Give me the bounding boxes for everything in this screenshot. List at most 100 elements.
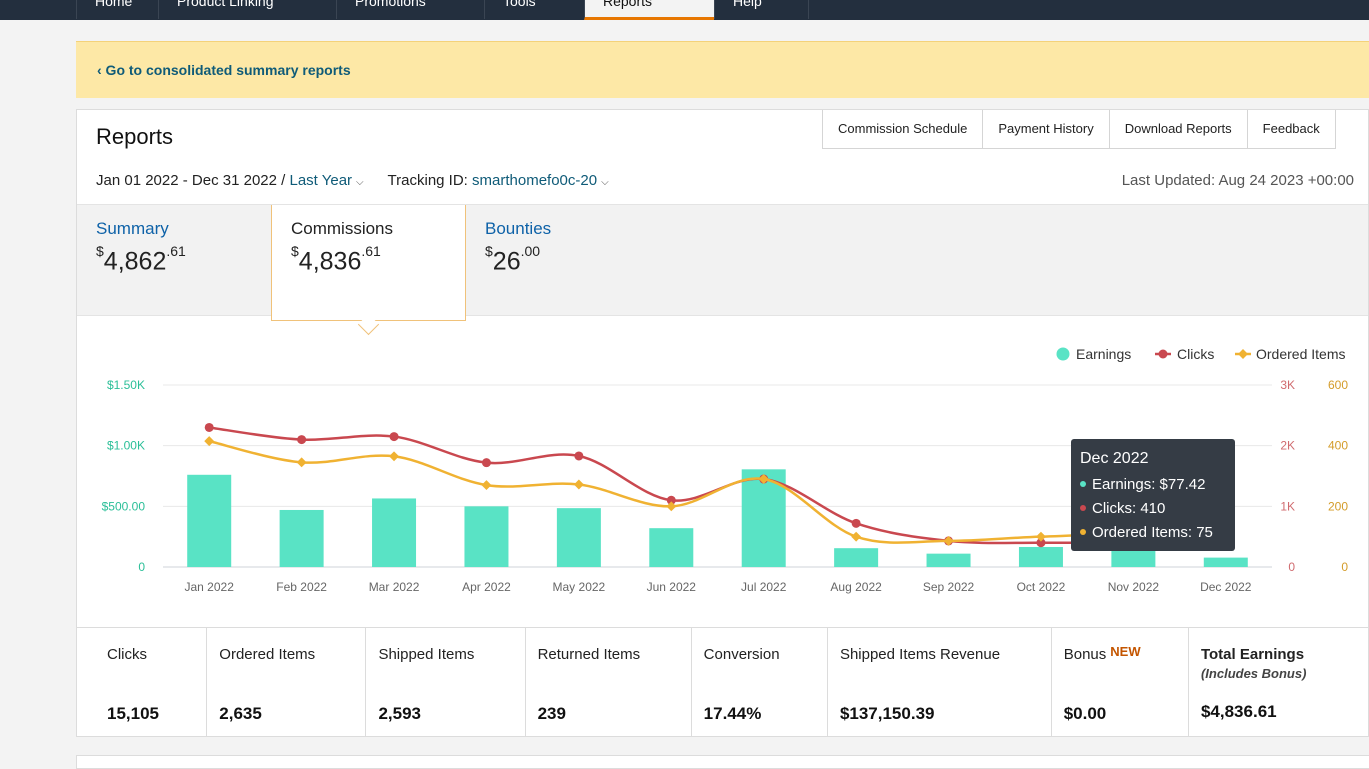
next-card <box>76 755 1369 769</box>
clicks-point <box>297 435 307 445</box>
ordered-items-point <box>296 457 307 468</box>
earnings-bar <box>834 548 879 567</box>
legend-ordered-marker <box>1238 349 1248 359</box>
stat-conversion: Conversion 17.44% <box>692 628 828 737</box>
payment-history-button[interactable]: Payment History <box>983 110 1110 148</box>
earnings-bar <box>926 553 971 567</box>
clicks-point <box>851 518 861 528</box>
ordered-items-point <box>758 474 769 484</box>
tab-summary-label: Summary <box>96 219 169 238</box>
tooltip-earnings: Earnings: $77.42 <box>1080 473 1235 497</box>
stat-returned-items: Returned Items 239 <box>526 628 692 737</box>
stat-label: Conversion <box>703 646 780 663</box>
stat-label: Shipped Items Revenue <box>839 646 1001 663</box>
clicks-point <box>481 458 491 468</box>
commission-schedule-button[interactable]: Commission Schedule <box>823 110 984 148</box>
x-axis-label: Sep 2022 <box>923 580 975 594</box>
tooltip-ordered-items: Ordered Items: 75 <box>1080 521 1235 545</box>
stat-total-earnings: Total Earnings (Includes Bonus) $4,836.6… <box>1189 628 1368 737</box>
ordered-items-point <box>481 480 492 491</box>
legend-earnings: Earnings <box>1076 346 1131 362</box>
stat-label: Shipped Items <box>378 646 475 663</box>
nav-tab-promotions[interactable]: Promotions <box>336 0 484 19</box>
download-reports-button[interactable]: Download Reports <box>1110 110 1248 148</box>
summary-tabs: Summary $4,862.61 Commissions $4,836.61 … <box>77 204 1368 321</box>
left-axis-tick: $1.50K <box>107 378 145 392</box>
tab-bounties[interactable]: Bounties $26.00 <box>466 205 661 315</box>
x-axis-label: Jul 2022 <box>741 580 787 594</box>
ordered-items-point <box>573 479 584 490</box>
x-axis-label: Jan 2022 <box>185 580 235 594</box>
ordered-items-point <box>666 501 677 512</box>
stat-value: 2,593 <box>378 704 421 723</box>
ordered-items-point <box>389 451 399 462</box>
earnings-bar <box>464 506 509 567</box>
x-axis-label: Apr 2022 <box>462 580 511 594</box>
right-axis-tick-clicks: 3K <box>1280 378 1295 392</box>
nav-tab-product-linking[interactable]: Product Linking <box>158 0 336 19</box>
right-axis-tick-ordered: 200 <box>1328 499 1348 513</box>
report-actions: Commission Schedule Payment History Down… <box>822 110 1336 149</box>
x-axis-label: Mar 2022 <box>369 580 420 594</box>
left-axis-tick: $1.00K <box>107 439 145 453</box>
chevron-down-icon[interactable]: ⌵ <box>601 177 609 188</box>
stat-label: Total Earnings <box>1200 646 1305 663</box>
earnings-bar <box>649 528 694 567</box>
clicks-point <box>666 495 676 505</box>
legend-ordered-items: Ordered Items <box>1256 346 1345 362</box>
earnings-bar <box>1018 546 1063 567</box>
stat-value: $137,150.39 <box>839 704 935 723</box>
x-axis-label: Feb 2022 <box>276 580 327 594</box>
top-navigation: Home Product Linking Promotions Tools Re… <box>0 0 1369 20</box>
chevron-down-icon[interactable]: ⌵ <box>356 177 364 188</box>
tooltip-title: Dec 2022 <box>1080 450 1149 467</box>
legend-clicks: Clicks <box>1177 346 1214 362</box>
stat-value: 15,105 <box>107 704 159 723</box>
stat-bonus: Bonus NEW $0.00 <box>1052 628 1189 737</box>
ordered-items-point <box>943 535 954 546</box>
chart-tooltip: Dec 2022 Earnings: $77.42 Clicks: 410 Or… <box>1071 439 1235 551</box>
clicks-point <box>204 422 214 432</box>
report-filters: Jan 01 2022 - Dec 31 2022 / Last Year ⌵ T… <box>96 172 629 189</box>
tab-commissions[interactable]: Commissions $4,836.61 <box>271 205 466 321</box>
left-axis-tick: $500.00 <box>102 499 146 513</box>
stat-shipped-items-revenue: Shipped Items Revenue $137,150.39 <box>828 628 1052 737</box>
stat-sublabel: (Includes Bonus) <box>1200 666 1307 681</box>
clicks-point <box>574 451 584 461</box>
nav-tab-reports[interactable]: Reports <box>584 0 714 20</box>
nav-tab-help[interactable]: Help <box>714 0 809 19</box>
stat-label: Returned Items <box>537 646 641 663</box>
nav-tab-tools[interactable]: Tools <box>484 0 584 19</box>
x-axis-label: May 2022 <box>553 580 606 594</box>
consolidated-reports-link[interactable]: ‹ Go to consolidated summary reports <box>97 62 351 78</box>
summary-amount: $4,862.61 <box>96 243 186 276</box>
stats-row: Clicks 15,105 Ordered Items 2,635 Shippe… <box>77 627 1368 737</box>
stat-value: $0.00 <box>1063 704 1107 723</box>
legend-clicks-marker <box>1158 349 1168 359</box>
page-title: Reports <box>96 124 174 149</box>
stat-value: 2,635 <box>219 704 262 723</box>
x-axis-label: Aug 2022 <box>830 580 882 594</box>
clicks-point <box>1036 538 1046 548</box>
nav-tab-home[interactable]: Home <box>76 0 158 19</box>
stat-label: Ordered Items <box>219 646 316 663</box>
date-range: Jan 01 2022 - Dec 31 2022 / <box>96 172 286 189</box>
tracking-id-dropdown[interactable]: smarthomefo0c-20 <box>472 172 598 189</box>
ordered-items-point <box>851 531 862 542</box>
legend-earnings-marker <box>1056 347 1070 361</box>
period-dropdown[interactable]: Last Year <box>289 172 353 189</box>
right-axis-tick-ordered: 400 <box>1328 439 1348 453</box>
last-updated: Last Updated: Aug 24 2023 +00:00 <box>1121 172 1354 189</box>
stat-ordered-items: Ordered Items 2,635 <box>207 628 367 737</box>
earnings-bar <box>1203 557 1248 567</box>
consolidated-reports-banner: ‹ Go to consolidated summary reports <box>76 41 1369 98</box>
new-badge: NEW <box>1110 644 1141 659</box>
stat-clicks: Clicks 15,105 <box>77 628 208 737</box>
x-axis-label: Nov 2022 <box>1108 580 1160 594</box>
tab-summary[interactable]: Summary $4,862.61 <box>77 205 272 315</box>
right-axis-tick-clicks: 2K <box>1280 439 1295 453</box>
reports-card: Reports Commission Schedule Payment Hist… <box>76 109 1369 737</box>
stat-label: Bonus NEW <box>1063 644 1141 663</box>
feedback-button[interactable]: Feedback <box>1248 110 1336 148</box>
x-axis-label: Oct 2022 <box>1017 580 1066 594</box>
